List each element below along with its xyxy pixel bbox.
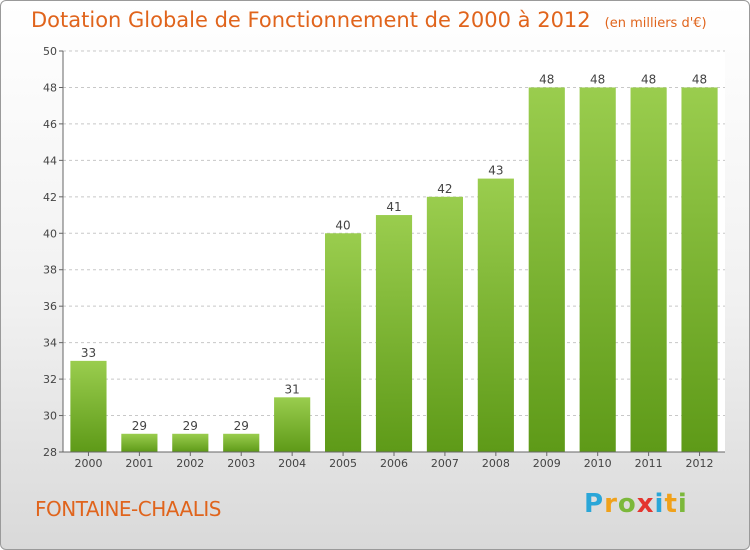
bar-value-label: 33 <box>81 346 96 360</box>
x-tick-label: 2001 <box>125 457 153 470</box>
bar <box>274 397 311 452</box>
x-tick-label: 2000 <box>74 457 102 470</box>
x-tick-label: 2003 <box>227 457 255 470</box>
bar-value-label: 29 <box>183 419 198 433</box>
logo-letter: t <box>664 489 678 519</box>
proxiti-logo: Proxiti <box>584 489 688 519</box>
bar-value-label: 40 <box>335 218 350 232</box>
bar <box>172 433 209 452</box>
x-tick-label: 2008 <box>482 457 510 470</box>
y-tick-label: 28 <box>43 446 57 459</box>
chart-title-text: Dotation Globale de Fonctionnement de 20… <box>31 8 591 32</box>
y-tick-label: 30 <box>43 410 57 423</box>
bar-value-label: 31 <box>285 382 300 396</box>
x-tick-label: 2005 <box>329 457 357 470</box>
x-tick-label: 2007 <box>431 457 459 470</box>
x-tick-label: 2004 <box>278 457 306 470</box>
y-tick-label: 34 <box>43 337 57 350</box>
x-tick-label: 2009 <box>533 457 561 470</box>
bars: 33 29 29 29 31 40 41 42 43 48 48 48 48 <box>70 72 718 453</box>
bar <box>528 87 565 453</box>
bar <box>426 196 464 452</box>
bar <box>223 433 260 452</box>
x-tick-label: 2010 <box>584 457 612 470</box>
logo-letter: x <box>636 489 655 519</box>
logo-letter: P <box>584 489 605 519</box>
x-tick-label: 2006 <box>380 457 408 470</box>
bar-value-label: 42 <box>437 182 452 196</box>
bar-value-label: 48 <box>590 72 605 86</box>
bar <box>70 360 107 452</box>
bar <box>121 433 158 452</box>
bar <box>477 178 514 452</box>
logo-letter: r <box>604 489 618 519</box>
y-tick-label: 50 <box>43 45 57 58</box>
bar <box>375 215 413 452</box>
logo-letter: i <box>677 489 688 519</box>
bar <box>579 87 616 453</box>
bar <box>681 87 718 453</box>
chart-title: Dotation Globale de Fonctionnement de 20… <box>31 8 707 32</box>
bar-value-label: 29 <box>132 419 147 433</box>
y-tick-label: 44 <box>43 154 57 167</box>
bar-value-label: 48 <box>692 72 707 86</box>
bar <box>324 233 362 452</box>
axes: 28 30 32 34 36 38 40 42 44 46 48 50 2000 2001 2002 2003… <box>43 45 725 470</box>
y-tick-label: 36 <box>43 300 57 313</box>
chart-unit: (en milliers d'€) <box>604 16 707 31</box>
bar-value-label: 43 <box>488 164 503 178</box>
commune-name: FONTAINE-CHAALIS <box>35 497 221 521</box>
y-tick-label: 40 <box>43 227 57 240</box>
bar <box>630 87 667 453</box>
logo-letter: o <box>617 489 637 519</box>
x-tick-label: 2012 <box>686 457 714 470</box>
y-tick-label: 38 <box>43 264 57 277</box>
y-tick-label: 32 <box>43 373 57 386</box>
bar-value-label: 48 <box>539 72 554 86</box>
x-tick-label: 2011 <box>635 457 663 470</box>
y-tick-label: 48 <box>43 81 57 94</box>
bar-value-label: 48 <box>641 72 656 86</box>
x-tick-label: 2002 <box>176 457 204 470</box>
bar-value-label: 41 <box>386 200 401 214</box>
logo-letter: i <box>654 489 665 519</box>
y-tick-label: 46 <box>43 118 57 131</box>
y-tick-label: 42 <box>43 191 57 204</box>
bar-value-label: 29 <box>234 419 249 433</box>
